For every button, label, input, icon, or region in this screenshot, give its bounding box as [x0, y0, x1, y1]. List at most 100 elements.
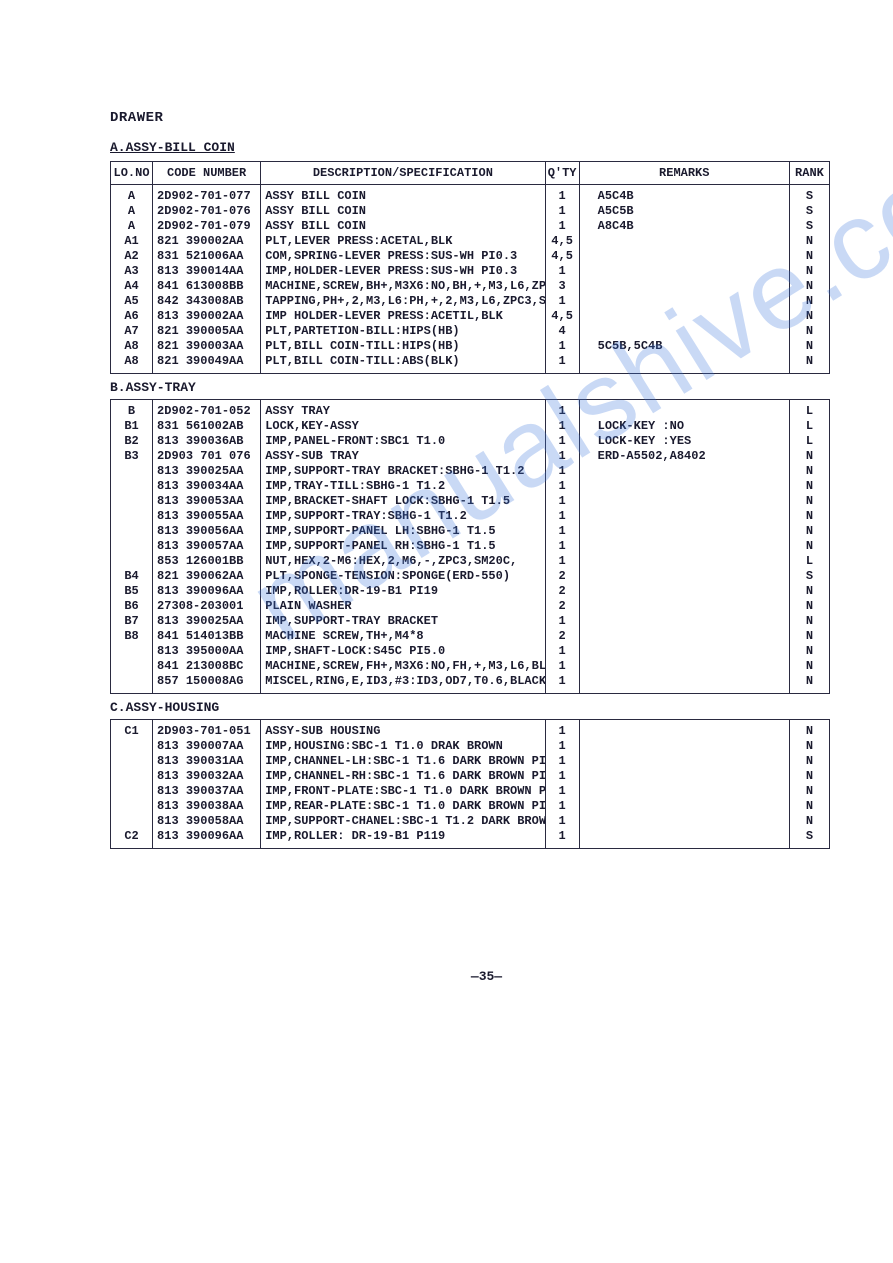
- cell-qty: 1: [550, 434, 575, 449]
- cell-code: 27308-203001: [157, 599, 256, 614]
- cell-rem: [598, 294, 785, 309]
- cell-code: 821 390005AA: [157, 324, 256, 339]
- table-a: LO.NO CODE NUMBER DESCRIPTION/SPECIFICAT…: [110, 161, 830, 374]
- cell-rem: [598, 769, 785, 784]
- table-c: C1 C2 2D903-701-051813 390007AA813 39003…: [110, 719, 830, 849]
- cell-lo: B7: [115, 614, 148, 629]
- cell-desc: IMP,REAR-PLATE:SBC-1 T1.0 DARK BROWN PI: [265, 799, 540, 814]
- cell-qty: 4,5: [550, 309, 575, 324]
- cell-code: 2D903 701 076: [157, 449, 256, 464]
- cell-lo: A5: [115, 294, 148, 309]
- th-rem: REMARKS: [579, 162, 789, 185]
- cell-rank: N: [794, 509, 825, 524]
- cell-code: 813 390038AA: [157, 799, 256, 814]
- cell-rem: 5C5B,5C4B: [598, 339, 785, 354]
- table-b: BB1B2B3 B4B5B6B7B8 2D902-701-052831 5610…: [110, 399, 830, 694]
- cell-code: 813 390037AA: [157, 784, 256, 799]
- cell-desc: ASSY-SUB HOUSING: [265, 724, 540, 739]
- cell-desc: COM,SPRING-LEVER PRESS:SUS-WH PI0.3: [265, 249, 540, 264]
- cell-rank: N: [794, 754, 825, 769]
- cell-rank: N: [794, 814, 825, 829]
- cell-rank: N: [794, 309, 825, 324]
- cell-code: 821 390002AA: [157, 234, 256, 249]
- cell-qty: 1: [550, 264, 575, 279]
- cell-lo: C1: [115, 724, 148, 739]
- cell-qty: 1: [550, 419, 575, 434]
- cell-lo: [115, 799, 148, 814]
- cell-qty: 4,5: [550, 249, 575, 264]
- cell-code: 813 390014AA: [157, 264, 256, 279]
- cell-rem: [598, 324, 785, 339]
- cell-lo: C2: [115, 829, 148, 844]
- table-body-row: AAAA1A2A3A4A5A6A7A8A8 2D902-701-0772D902…: [111, 185, 830, 374]
- cell-rem: A8C4B: [598, 219, 785, 234]
- cell-rem: [598, 599, 785, 614]
- cell-lo: B3: [115, 449, 148, 464]
- cell-code: 813 390032AA: [157, 769, 256, 784]
- cell-lo: A6: [115, 309, 148, 324]
- cell-rank: N: [794, 614, 825, 629]
- cell-qty: 1: [550, 539, 575, 554]
- cell-qty: 1: [550, 799, 575, 814]
- cell-desc: TAPPING,PH+,2,M3,L6:PH,+,2,M3,L6,ZPC3,S: [265, 294, 540, 309]
- cell-rank: N: [794, 464, 825, 479]
- cell-rem: [598, 494, 785, 509]
- cell-qty: 1: [550, 494, 575, 509]
- cell-lo: A: [115, 219, 148, 234]
- cell-qty: 1: [550, 769, 575, 784]
- cell-lo: [115, 784, 148, 799]
- cell-lo: [115, 674, 148, 689]
- cell-rank: N: [794, 724, 825, 739]
- cell-lo: [115, 769, 148, 784]
- cell-code: 813 390031AA: [157, 754, 256, 769]
- cell-rem: [598, 234, 785, 249]
- cell-lo: B: [115, 404, 148, 419]
- cell-qty: 1: [550, 524, 575, 539]
- cell-rem: [598, 569, 785, 584]
- cell-lo: B1: [115, 419, 148, 434]
- cell-rem: [598, 354, 785, 369]
- cell-qty: 1: [550, 404, 575, 419]
- cell-rem: [598, 404, 785, 419]
- cell-code: 841 213008BC: [157, 659, 256, 674]
- cell-desc: MACHINE,SCREW,FH+,M3X6:NO,FH,+,M3,L6,BL: [265, 659, 540, 674]
- page-heading: DRAWER: [110, 110, 863, 126]
- cell-lo: A8: [115, 339, 148, 354]
- cell-code: 813 390053AA: [157, 494, 256, 509]
- cell-qty: 1: [550, 724, 575, 739]
- cell-code: 821 390049AA: [157, 354, 256, 369]
- cell-code: 813 390056AA: [157, 524, 256, 539]
- cell-rank: S: [794, 204, 825, 219]
- cell-desc: IMP,ROLLER: DR-19-B1 P119: [265, 829, 540, 844]
- cell-desc: IMP,SHAFT-LOCK:S45C PI5.0: [265, 644, 540, 659]
- cell-desc: IMP,FRONT-PLATE:SBC-1 T1.0 DARK BROWN P: [265, 784, 540, 799]
- cell-desc: IMP,HOLDER-LEVER PRESS:SUS-WH PI0.3: [265, 264, 540, 279]
- cell-rem: [598, 479, 785, 494]
- cell-rank: N: [794, 354, 825, 369]
- cell-code: 813 390058AA: [157, 814, 256, 829]
- cell-desc: MISCEL,RING,E,ID3,#3:ID3,OD7,T0.6,BLACK: [265, 674, 540, 689]
- cell-code: 2D902-701-079: [157, 219, 256, 234]
- cell-rem: A5C5B: [598, 204, 785, 219]
- cell-lo: [115, 464, 148, 479]
- cell-desc: IMP HOLDER-LEVER PRESS:ACETIL,BLK: [265, 309, 540, 324]
- cell-code: 813 390034AA: [157, 479, 256, 494]
- cell-desc: IMP,SUPPORT-TRAY BRACKET:SBHG-1 T1.2: [265, 464, 540, 479]
- th-qty: Q'TY: [545, 162, 579, 185]
- cell-rank: N: [794, 644, 825, 659]
- cell-rem: [598, 799, 785, 814]
- cell-desc: IMP,BRACKET-SHAFT LOCK:SBHG-1 T1.5: [265, 494, 540, 509]
- cell-lo: A: [115, 189, 148, 204]
- cell-desc: IMP,SUPPORT-CHANEL:SBC-1 T1.2 DARK BROW: [265, 814, 540, 829]
- cell-qty: 4,5: [550, 234, 575, 249]
- cell-rem: ERD-A5502,A8402: [598, 449, 785, 464]
- cell-rem: [598, 659, 785, 674]
- cell-desc: ASSY BILL COIN: [265, 189, 540, 204]
- cell-lo: A3: [115, 264, 148, 279]
- cell-desc: IMP,ROLLER:DR-19-B1 PI19: [265, 584, 540, 599]
- cell-rank: L: [794, 434, 825, 449]
- cell-qty: 1: [550, 479, 575, 494]
- page-number: —35—: [110, 969, 863, 984]
- cell-code: 813 390036AB: [157, 434, 256, 449]
- cell-rank: N: [794, 524, 825, 539]
